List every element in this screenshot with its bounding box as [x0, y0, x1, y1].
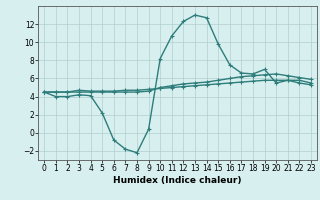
- X-axis label: Humidex (Indice chaleur): Humidex (Indice chaleur): [113, 176, 242, 185]
